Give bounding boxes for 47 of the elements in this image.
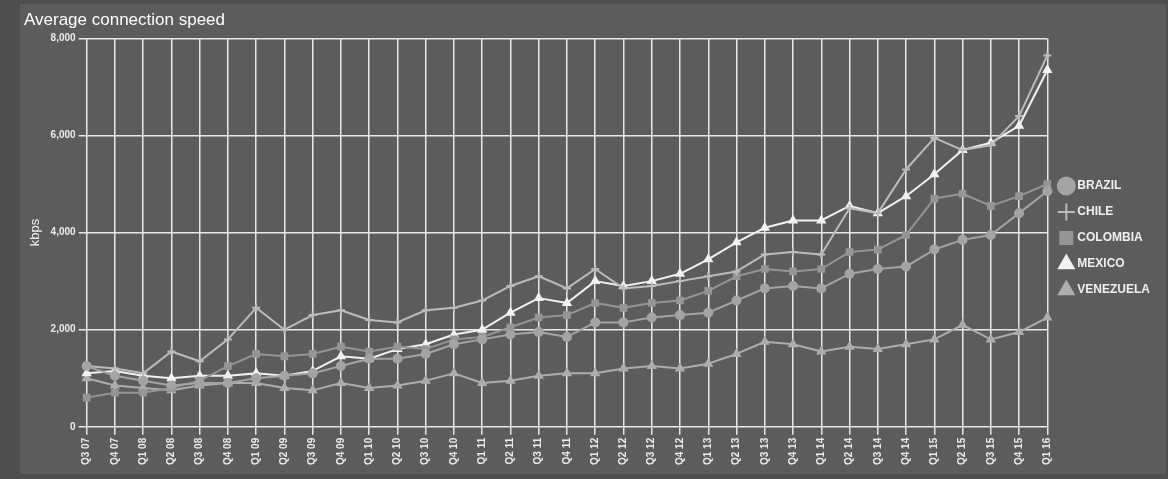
chart-title: Average connection speed [24,9,226,29]
x-tick-label: Q1 16 [1041,437,1053,466]
x-tick-label: Q3 13 [758,437,770,466]
legend-label: MEXICO [1077,256,1125,271]
x-tick-label: Q4 12 [673,437,685,466]
x-tick-label: Q3 08 [193,437,205,466]
y-tick-label: 0 [70,420,77,432]
x-tick-label: Q3 09 [306,437,318,466]
y-tick-label: 4,000 [50,226,77,238]
x-tick-label: Q4 14 [899,437,911,466]
x-tick-label: Q4 15 [1012,437,1024,466]
x-tick-label: Q4 07 [108,437,120,466]
y-tick-label: 8,000 [50,32,77,44]
x-tick-label: Q2 08 [165,437,177,466]
legend-label: CHILE [1077,204,1114,219]
y-tick-label: 2,000 [50,323,77,335]
x-tick-label: Q1 08 [136,437,148,466]
x-tick-label: Q3 15 [984,437,996,466]
x-tick-label: Q3 14 [871,437,883,466]
x-tick-label: Q2 09 [278,437,290,466]
x-tick-label: Q2 13 [730,437,742,466]
x-tick-label: Q3 11 [532,437,544,465]
x-tick-label: Q2 12 [617,437,629,466]
x-tick-label: Q1 15 [928,437,940,466]
legend-label: BRAZIL [1077,178,1122,193]
x-tick-label: Q4 09 [334,437,346,466]
x-tick-label: Q4 08 [221,437,233,466]
x-tick-label: Q2 10 [391,437,403,466]
x-tick-label: Q1 11 [475,437,487,465]
x-tick-label: Q1 09 [249,437,261,466]
x-tick-label: Q1 14 [815,437,827,466]
legend-label: VENEZUELA [1077,282,1151,297]
x-tick-label: Q4 13 [786,437,798,466]
x-tick-label: Q2 15 [956,437,968,466]
x-tick-label: Q3 10 [419,437,431,466]
x-tick-label: Q1 13 [702,437,713,466]
x-tick-label: Q3 07 [80,437,92,466]
x-tick-label: Q1 10 [362,437,374,466]
x-tick-label: Q4 11 [560,437,572,465]
y-axis-title: kbps [27,218,43,247]
x-tick-label: Q4 10 [447,437,459,466]
x-tick-label: Q2 14 [843,437,855,466]
x-tick-label: Q2 11 [504,437,516,465]
y-tick-label: 6,000 [50,129,77,141]
x-tick-label: Q3 12 [645,437,657,466]
x-tick-label: Q1 12 [588,437,600,466]
legend-label: COLOMBIA [1077,230,1143,245]
